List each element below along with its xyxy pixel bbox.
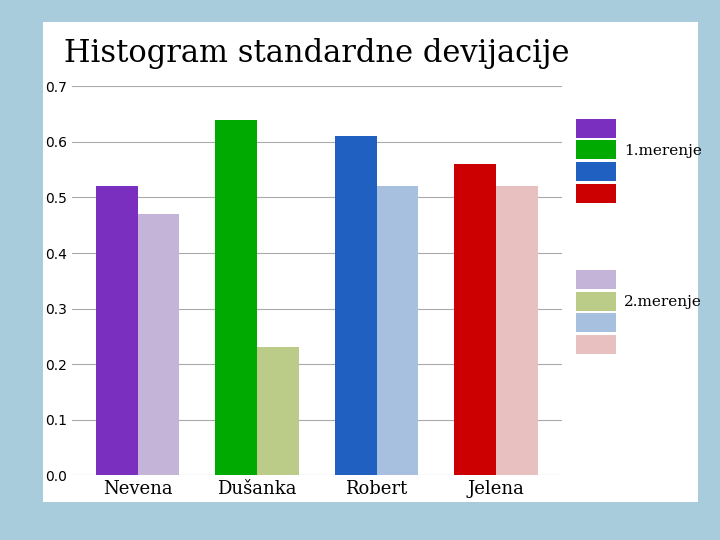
- Text: 1.merenje: 1.merenje: [624, 144, 702, 158]
- Bar: [454, 164, 496, 475]
- Bar: [335, 137, 377, 475]
- Bar: [96, 186, 138, 475]
- Bar: [377, 186, 418, 475]
- Bar: [496, 186, 538, 475]
- Bar: [215, 120, 257, 475]
- Text: Histogram standardne devijacije: Histogram standardne devijacije: [64, 38, 570, 69]
- Text: 2.merenje: 2.merenje: [624, 295, 702, 309]
- Bar: [138, 214, 179, 475]
- Bar: [257, 347, 299, 475]
